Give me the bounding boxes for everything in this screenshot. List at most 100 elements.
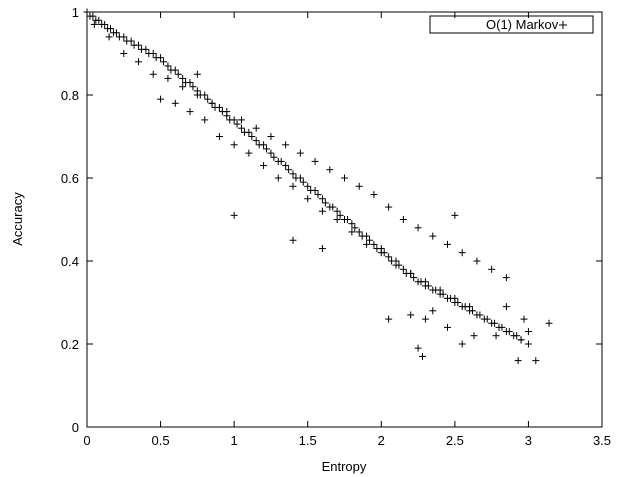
data-point bbox=[399, 216, 407, 223]
data-point bbox=[95, 16, 103, 24]
y-tick-label: 1 bbox=[72, 5, 79, 20]
data-point bbox=[517, 336, 525, 344]
x-tick-label: 3.5 bbox=[593, 433, 611, 448]
data-point bbox=[370, 240, 378, 248]
data-point bbox=[514, 357, 522, 365]
data-point bbox=[326, 166, 334, 174]
data-point bbox=[414, 224, 422, 232]
data-points bbox=[83, 8, 553, 365]
data-point bbox=[532, 357, 540, 365]
data-point bbox=[429, 232, 437, 240]
data-point bbox=[277, 157, 285, 165]
data-point bbox=[267, 133, 275, 140]
data-point bbox=[245, 128, 253, 136]
x-tick-label: 2.5 bbox=[446, 433, 464, 448]
data-point bbox=[142, 45, 150, 53]
axes: 0 0.5 1 1.5 2 2.5 3 3.5 0 0.2 0.4 0.6 0.8 1 bbox=[61, 5, 611, 448]
data-point bbox=[201, 91, 209, 99]
data-point bbox=[483, 315, 491, 323]
data-point bbox=[355, 228, 363, 236]
data-point bbox=[157, 54, 165, 62]
data-point bbox=[299, 178, 307, 186]
data-point bbox=[230, 211, 238, 219]
data-point bbox=[149, 50, 157, 57]
data-point bbox=[333, 207, 341, 215]
data-point bbox=[296, 149, 304, 157]
data-point bbox=[296, 174, 304, 182]
data-point bbox=[171, 99, 179, 107]
data-point bbox=[458, 340, 466, 348]
data-point bbox=[233, 120, 241, 128]
legend-label: O(1) Markov bbox=[486, 17, 559, 32]
data-point bbox=[263, 145, 271, 153]
data-point bbox=[444, 240, 451, 248]
data-point bbox=[282, 162, 290, 170]
x-axis-label: Entropy bbox=[322, 459, 367, 474]
data-point bbox=[513, 332, 521, 340]
data-point bbox=[421, 315, 429, 323]
data-point bbox=[502, 303, 510, 311]
data-point bbox=[351, 224, 359, 232]
data-point bbox=[491, 319, 499, 327]
data-point bbox=[336, 211, 344, 219]
legend: O(1) Markov bbox=[429, 15, 594, 34]
data-point bbox=[488, 265, 496, 273]
data-point bbox=[424, 282, 432, 290]
legend-marker bbox=[559, 21, 567, 29]
data-point bbox=[289, 182, 297, 190]
data-point bbox=[385, 253, 393, 261]
data-point bbox=[204, 95, 212, 103]
data-point bbox=[112, 29, 120, 37]
data-point bbox=[186, 108, 194, 116]
y-tick-label: 0 bbox=[72, 420, 79, 435]
data-point bbox=[282, 141, 290, 149]
data-point bbox=[436, 286, 444, 294]
data-point bbox=[321, 199, 329, 207]
y-tick-label: 0.4 bbox=[61, 254, 79, 269]
y-tick-label: 0.6 bbox=[61, 171, 79, 186]
data-point bbox=[545, 319, 553, 327]
data-point bbox=[267, 149, 275, 157]
data-point bbox=[304, 195, 312, 203]
data-point bbox=[318, 195, 326, 203]
data-point bbox=[333, 216, 341, 223]
data-point bbox=[304, 182, 312, 190]
data-point bbox=[274, 174, 282, 182]
data-point bbox=[289, 236, 297, 244]
plot-frame bbox=[86, 11, 603, 428]
data-point bbox=[341, 174, 348, 182]
data-point bbox=[193, 70, 201, 78]
data-point bbox=[164, 62, 172, 70]
data-point bbox=[421, 278, 429, 286]
data-point bbox=[149, 70, 157, 78]
data-point bbox=[164, 74, 172, 82]
x-tick-label: 1 bbox=[231, 433, 238, 448]
data-point bbox=[355, 182, 363, 190]
data-point bbox=[189, 83, 197, 91]
data-point bbox=[348, 228, 356, 236]
data-point bbox=[429, 307, 437, 315]
data-point bbox=[252, 137, 260, 145]
data-point bbox=[410, 274, 418, 282]
data-point bbox=[208, 99, 216, 107]
data-point bbox=[407, 311, 415, 319]
data-point bbox=[418, 352, 426, 360]
data-point bbox=[348, 220, 356, 228]
data-point bbox=[505, 328, 513, 336]
data-point bbox=[135, 41, 142, 49]
data-point bbox=[318, 207, 326, 215]
data-point bbox=[160, 58, 168, 66]
data-point bbox=[186, 79, 194, 87]
data-point bbox=[366, 236, 374, 244]
data-point bbox=[215, 133, 223, 140]
data-point bbox=[105, 33, 113, 41]
data-point bbox=[101, 20, 109, 28]
x-tick-label: 2 bbox=[378, 433, 385, 448]
data-point bbox=[174, 70, 182, 78]
data-point bbox=[454, 299, 462, 306]
data-point bbox=[135, 58, 142, 66]
data-point bbox=[385, 203, 393, 211]
data-point bbox=[524, 328, 532, 336]
data-point bbox=[314, 191, 322, 199]
